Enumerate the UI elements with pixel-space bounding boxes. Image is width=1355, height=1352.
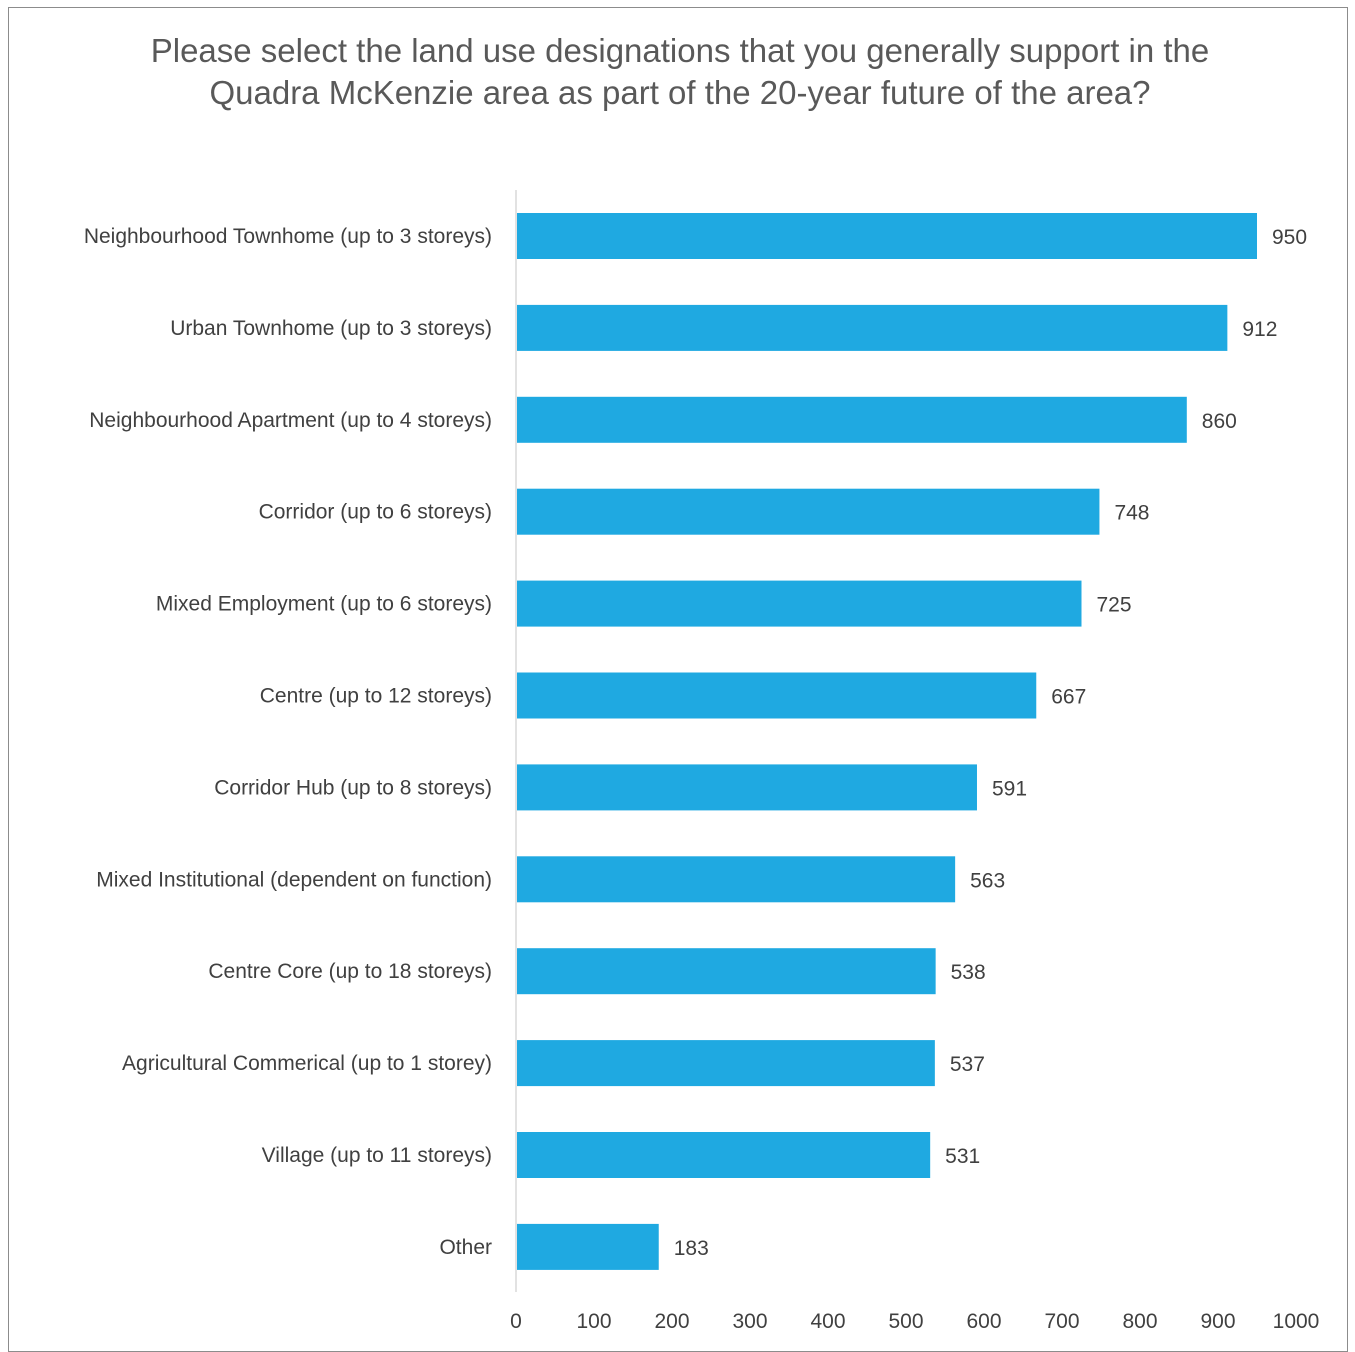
- x-tick-label-0: 0: [510, 1310, 522, 1333]
- category-label-0: Neighbourhood Townhome (up to 3 storeys): [84, 225, 492, 248]
- bar-2: [517, 396, 1187, 443]
- value-label-10: 531: [945, 1145, 980, 1168]
- x-tick-label-5: 500: [888, 1310, 923, 1333]
- bar-4: [517, 580, 1082, 627]
- x-tick-label-6: 600: [966, 1310, 1001, 1333]
- category-label-1: Urban Townhome (up to 3 storeys): [170, 317, 492, 340]
- x-tick-label-3: 300: [732, 1310, 767, 1333]
- bar-10: [517, 1132, 931, 1178]
- value-label-7: 563: [970, 869, 1005, 892]
- category-label-11: Other: [439, 1236, 492, 1259]
- value-label-1: 912: [1242, 318, 1277, 341]
- chart-title: Please select the land use designations …: [150, 32, 1210, 111]
- x-tick-label-10: 1000: [1273, 1310, 1320, 1333]
- category-label-4: Mixed Employment (up to 6 storeys): [156, 593, 492, 616]
- value-label-11: 183: [674, 1237, 709, 1260]
- bar-6: [517, 764, 977, 811]
- value-label-2: 860: [1202, 410, 1237, 433]
- bar-1: [517, 304, 1228, 351]
- x-tick-label-4: 400: [810, 1310, 845, 1333]
- bar-5: [517, 672, 1037, 719]
- category-label-8: Centre Core (up to 18 storeys): [208, 960, 492, 983]
- value-label-4: 725: [1097, 594, 1132, 617]
- value-label-5: 667: [1051, 686, 1086, 709]
- bar-11: [517, 1223, 659, 1270]
- value-label-6: 591: [992, 777, 1027, 800]
- x-tick-label-1: 100: [576, 1310, 611, 1333]
- x-tick-label-9: 900: [1200, 1310, 1235, 1333]
- value-label-0: 950: [1272, 226, 1307, 249]
- category-label-3: Corridor (up to 6 storeys): [259, 501, 492, 524]
- bar-3: [517, 488, 1100, 535]
- category-label-9: Agricultural Commerical (up to 1 storey): [122, 1052, 492, 1075]
- bar-0: [517, 213, 1257, 259]
- category-label-5: Centre (up to 12 storeys): [260, 685, 492, 708]
- category-label-10: Village (up to 11 storeys): [262, 1144, 492, 1167]
- x-tick-label-7: 700: [1044, 1310, 1079, 1333]
- bar-8: [517, 948, 936, 995]
- value-label-9: 537: [950, 1053, 985, 1076]
- value-label-3: 748: [1114, 502, 1149, 525]
- category-label-2: Neighbourhood Apartment (up to 4 storeys…: [89, 409, 492, 432]
- bar-7: [517, 856, 956, 903]
- category-label-7: Mixed Institutional (dependent on functi…: [96, 868, 492, 891]
- bar-9: [517, 1040, 935, 1087]
- value-label-8: 538: [951, 961, 986, 984]
- x-tick-label-8: 800: [1122, 1310, 1157, 1333]
- category-label-6: Corridor Hub (up to 8 storeys): [214, 776, 492, 799]
- x-tick-label-2: 200: [654, 1310, 689, 1333]
